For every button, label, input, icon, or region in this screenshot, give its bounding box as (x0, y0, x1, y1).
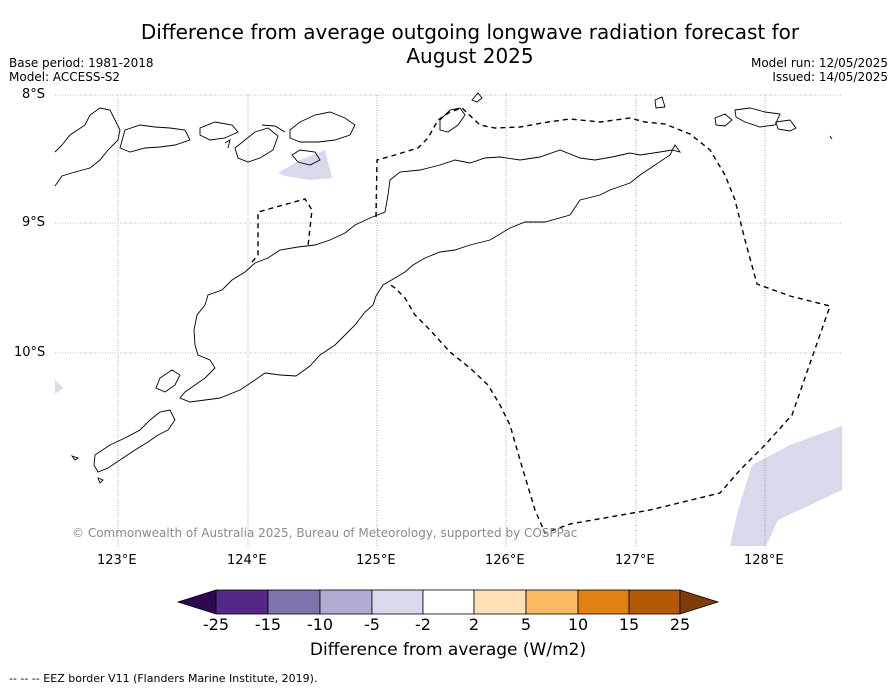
eez-border-oecusse (251, 198, 313, 263)
colorbar-segment (267, 589, 321, 615)
lon-label-127e: 127°E (615, 553, 655, 568)
lon-label-123e: 123°E (97, 553, 137, 568)
colorbar-segment (525, 589, 579, 615)
lat-label-10s: 10°S (14, 345, 46, 360)
copyright-text: © Commonwealth of Australia 2025, Bureau… (72, 526, 578, 540)
colorbar-tick: 2 (468, 615, 480, 634)
lon-label-128e: 128°E (744, 553, 784, 568)
colorbar-segment (577, 589, 630, 615)
coastline-northeast-islands (439, 92, 833, 140)
colorbar-segment (215, 589, 269, 615)
colorbar-tick: -25 (202, 615, 230, 634)
colorbar-label: Difference from average (W/m2) (309, 640, 587, 660)
coastline-timor (179, 144, 682, 403)
colorbar-extend-high (679, 589, 720, 615)
colorbar-segment (473, 589, 527, 615)
colorbar-tick: -2 (415, 615, 431, 634)
colorbar-tick: 5 (520, 615, 532, 634)
colorbar-tick: 15 (618, 615, 640, 634)
model-run: Model run: 12/05/2025 (750, 56, 888, 70)
colorbar-tick: -10 (306, 615, 334, 634)
lon-label-125e: 125°E (356, 553, 396, 568)
colorbar-segment (422, 589, 475, 615)
title-line-1: Difference from average outgoing longwav… (140, 20, 800, 44)
gridlines (55, 94, 842, 546)
coastlines (54, 92, 833, 484)
colorbar-tick: 10 (567, 615, 589, 634)
coastline-southwest-islands (70, 369, 181, 484)
anomaly-patch-west (55, 380, 63, 394)
colorbar-tick: -15 (254, 615, 282, 634)
lon-label-124e: 124°E (227, 553, 267, 568)
title-line-2: August 2025 (406, 44, 534, 68)
footer-legend: -- -- -- EEZ border V11 (Flanders Marine… (9, 672, 318, 685)
colorbar-segment (319, 589, 373, 615)
base-period: Base period: 1981-2018 (9, 56, 154, 70)
lat-label-8s: 8°S (22, 87, 46, 102)
eez-border-timor-leste (375, 107, 831, 534)
model-name: Model: ACCESS-S2 (9, 70, 121, 84)
colorbar-segment (371, 589, 424, 615)
eez-borders (251, 107, 831, 534)
meta-left: Base period: 1981-2018 Model: ACCESS-S2 (9, 56, 154, 84)
lat-label-9s: 9°S (22, 215, 46, 230)
colorbar-segment (628, 589, 681, 615)
lon-label-126e: 126°E (485, 553, 525, 568)
colorbar-extend-low (176, 589, 217, 615)
anomaly-patch-southeast (730, 426, 842, 546)
meta-right: Model run: 12/05/2025 Issued: 14/05/2025 (751, 56, 888, 84)
colorbar-tick: 25 (669, 615, 691, 634)
issued-date: Issued: 14/05/2025 (772, 70, 888, 84)
colorbar-tick: -5 (364, 615, 380, 634)
coastline-north-islands (54, 107, 356, 187)
map-title: Difference from average outgoing longwav… (0, 20, 896, 68)
